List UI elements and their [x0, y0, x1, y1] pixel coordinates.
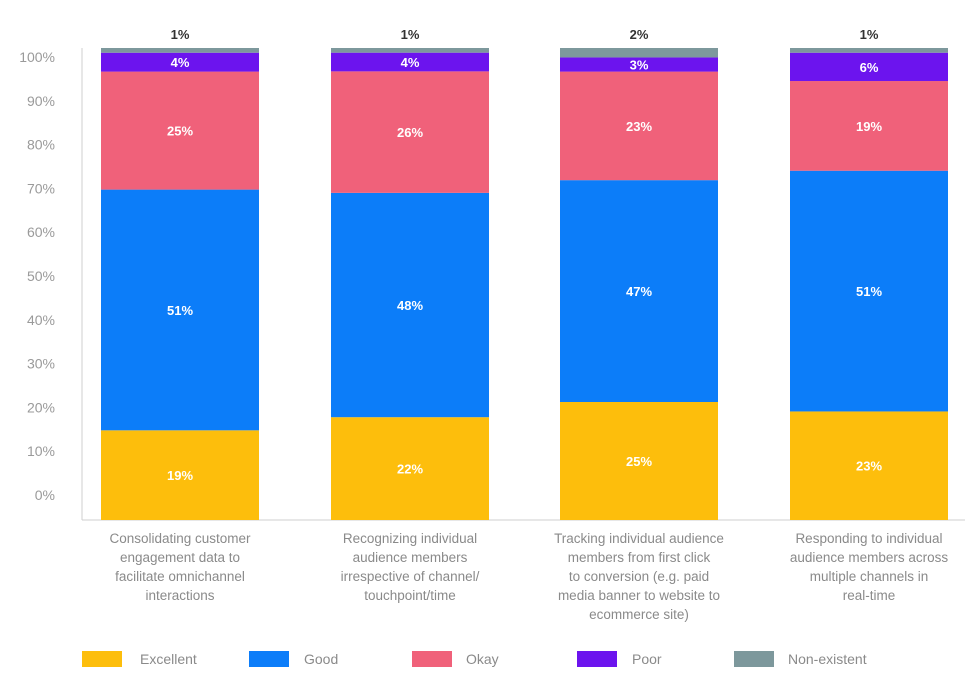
legend-label: Excellent	[140, 651, 197, 667]
bar-segment-good	[560, 180, 718, 402]
bar-segment-good	[790, 170, 948, 412]
data-label: 1%	[171, 27, 190, 42]
y-tick-label: 90%	[27, 93, 55, 109]
legend-label: Okay	[466, 651, 499, 667]
bars: 19%51%25%4%22%48%26%4%25%47%23%3%23%51%1…	[101, 48, 948, 520]
data-label: 6%	[860, 60, 879, 75]
data-label: 19%	[167, 468, 193, 483]
legend: Excellent Good Okay Poor Non-existent	[82, 651, 867, 667]
x-axis: Consolidating customer engagement data to…	[109, 531, 948, 622]
bar-segment-okay	[331, 71, 489, 193]
bar-segment-excellent	[560, 402, 718, 520]
y-tick-label: 70%	[27, 180, 55, 196]
bar-segment-excellent	[790, 411, 948, 520]
legend-swatch	[577, 651, 617, 667]
bar-segment-good	[101, 189, 259, 431]
y-tick-label: 10%	[27, 443, 55, 459]
y-tick-label: 60%	[27, 224, 55, 240]
data-label: 1%	[860, 27, 879, 42]
data-label: 25%	[626, 454, 652, 469]
data-label: 48%	[397, 298, 423, 313]
data-label: 26%	[397, 125, 423, 140]
data-label: 51%	[167, 303, 193, 318]
data-label: 25%	[167, 124, 193, 139]
top-labels: 1% 1% 2% 1%	[171, 27, 879, 42]
y-tick-label: 40%	[27, 312, 55, 328]
data-label: 3%	[630, 58, 649, 73]
legend-label: Poor	[632, 651, 662, 667]
data-label: 4%	[171, 55, 190, 70]
data-label: 2%	[630, 27, 649, 42]
data-label: 1%	[401, 27, 420, 42]
y-tick-label: 0%	[35, 487, 55, 503]
legend-swatch	[412, 651, 452, 667]
data-label: 23%	[626, 119, 652, 134]
legend-swatch	[249, 651, 289, 667]
data-label: 19%	[856, 119, 882, 134]
bar-stack: 22% 48% 26% 4%	[331, 48, 489, 520]
data-label: 51%	[856, 284, 882, 299]
legend-item: Excellent	[82, 651, 197, 667]
bar-segment-okay	[790, 81, 948, 171]
data-label: 23%	[856, 459, 882, 474]
legend-swatch	[734, 651, 774, 667]
bar-segment-poor	[331, 52, 489, 72]
data-label: 22%	[397, 462, 423, 477]
legend-label: Non-existent	[788, 651, 867, 667]
legend-swatch	[82, 651, 122, 667]
bar-segment-non-existent	[560, 48, 718, 58]
x-category-label: Responding to individual audience members…	[790, 531, 949, 603]
legend-item: Poor	[577, 651, 662, 667]
bar-segment-non-existent	[331, 48, 489, 53]
bar-segment-poor	[101, 52, 259, 72]
bar-segment-excellent	[331, 417, 489, 520]
bar-stack: 23% 51% 19% 6%	[790, 48, 948, 520]
bar-segment-okay	[101, 71, 259, 190]
data-label: 47%	[626, 284, 652, 299]
x-category-label: Consolidating customer engagement data to…	[109, 531, 251, 603]
bar-segment-excellent	[101, 430, 259, 520]
bar-segment-good	[331, 192, 489, 418]
y-tick-label: 100%	[19, 49, 55, 65]
bar-segment-poor	[790, 52, 948, 82]
bar-stack: 25% 47% 23% 3%	[560, 48, 718, 520]
legend-item: Non-existent	[734, 651, 867, 667]
legend-item: Good	[249, 651, 338, 667]
x-category-label: Tracking individual audience members from…	[554, 531, 724, 622]
bar-stack: 19% 51% 25% 4%	[101, 48, 259, 520]
y-tick-label: 80%	[27, 137, 55, 153]
x-category-label: Recognizing individual audience members ir…	[341, 531, 480, 603]
y-tick-label: 20%	[27, 399, 55, 415]
y-tick-label: 30%	[27, 356, 55, 372]
bar-segment-non-existent	[790, 48, 948, 53]
y-tick-label: 50%	[27, 268, 55, 284]
data-label: 4%	[401, 55, 420, 70]
bar-segment-poor	[560, 57, 718, 72]
legend-item: Okay	[412, 651, 499, 667]
bar-segment-non-existent	[101, 48, 259, 53]
bar-segment-okay	[560, 71, 718, 181]
legend-label: Good	[304, 651, 338, 667]
